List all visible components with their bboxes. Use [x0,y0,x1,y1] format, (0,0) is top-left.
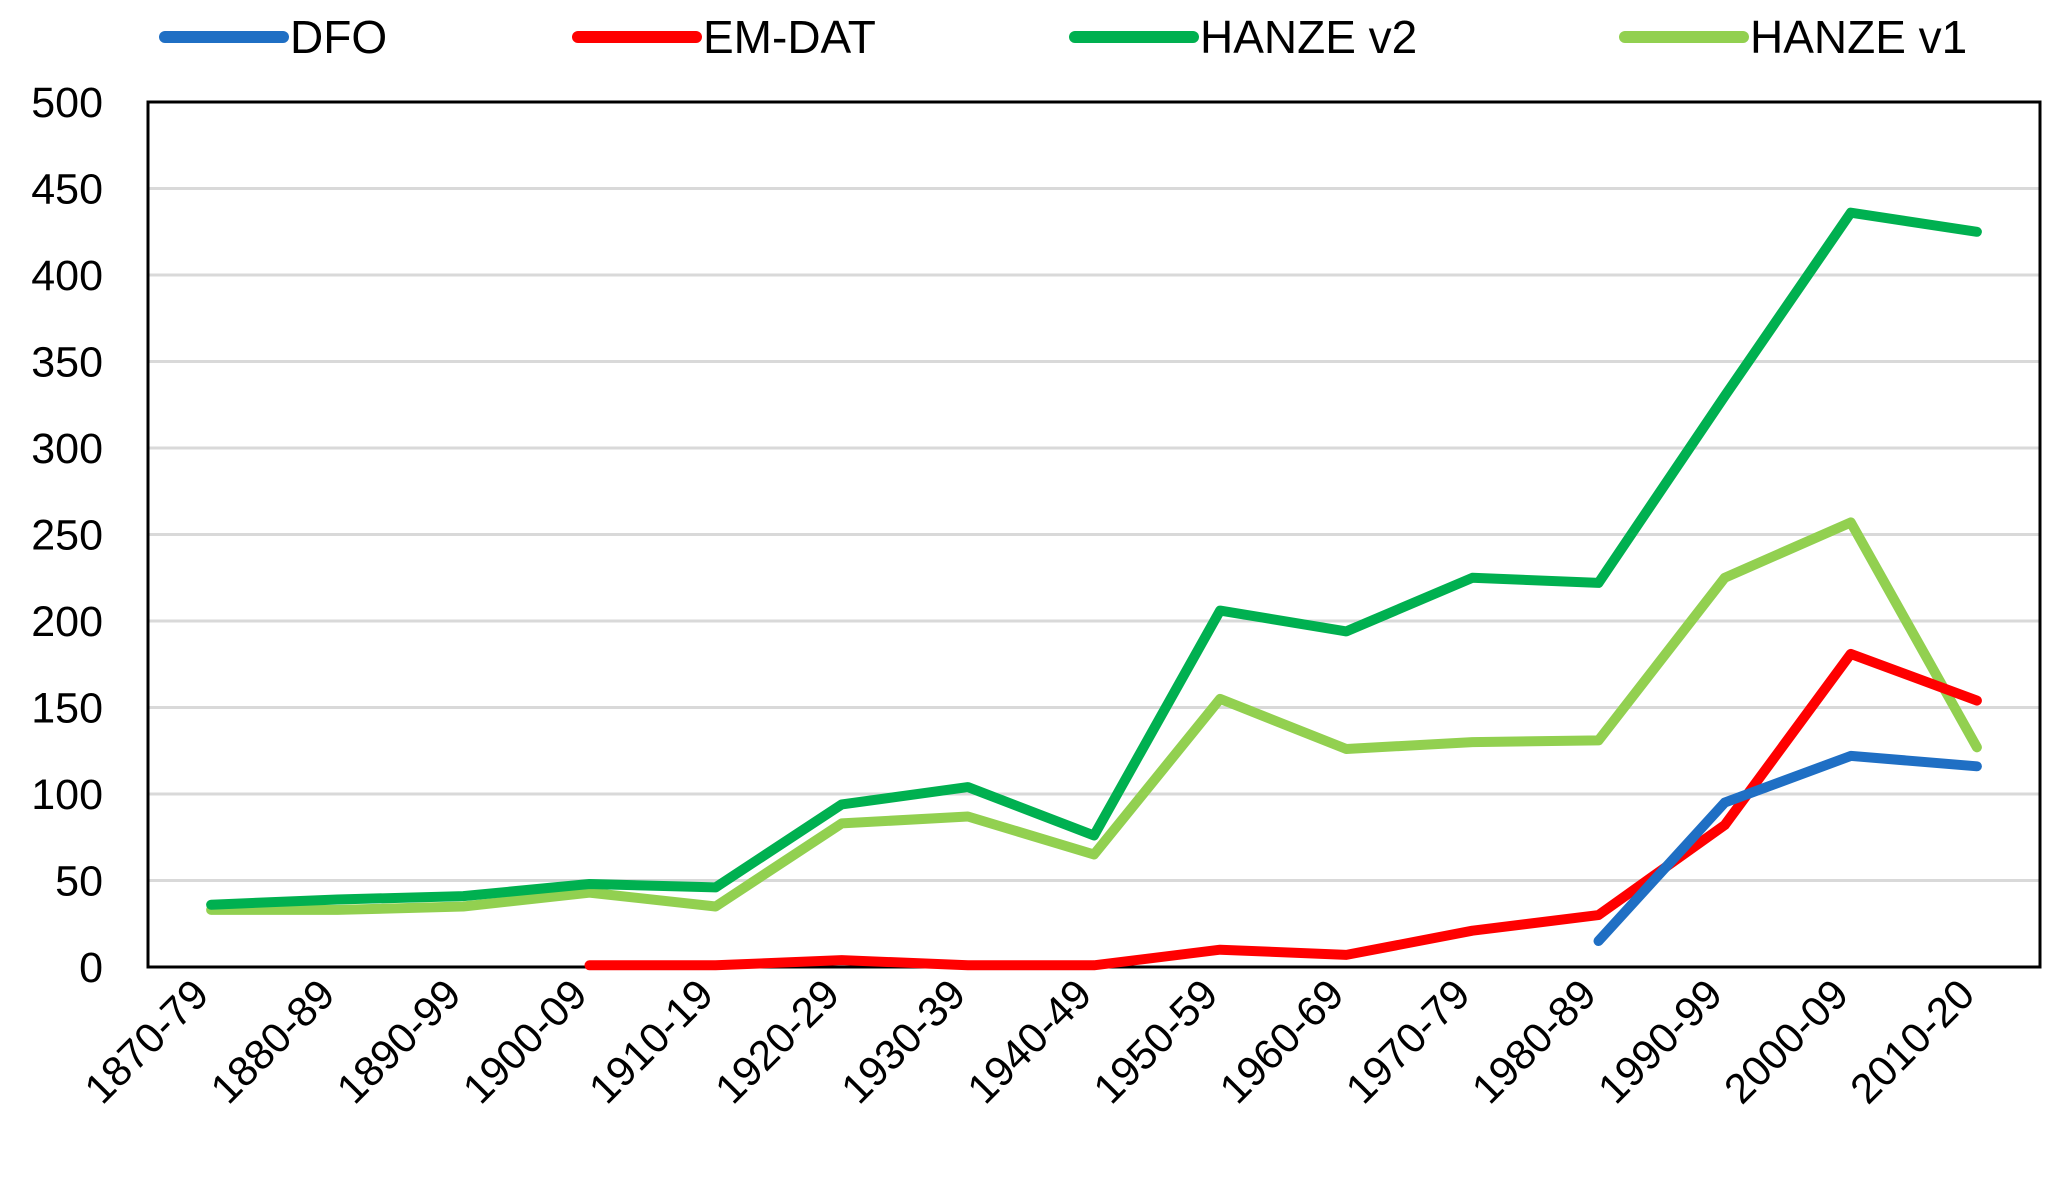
x-tick-label: 2010-20 [1841,970,1983,1112]
legend-label: EM-DAT [703,11,876,63]
series-line-em-dat [584,648,1982,971]
x-tick-label: 1940-49 [958,970,1100,1112]
x-tick-label: 1920-29 [706,970,848,1112]
x-tick-label: 1880-89 [201,970,343,1112]
series-lines [206,207,1982,971]
y-tick-label: 250 [31,512,103,560]
x-tick-label: 1910-19 [580,970,722,1112]
y-tick-label: 150 [31,685,103,733]
legend-label: DFO [290,11,387,63]
legend-label: HANZE v2 [1200,11,1417,63]
gridlines [148,187,2040,882]
series-line-hanze-v1 [206,517,1982,915]
y-tick-label: 500 [31,79,103,127]
series-line-dfo [1593,750,1982,946]
x-tick-label: 1900-09 [454,970,596,1112]
y-tick-label: 400 [31,252,103,300]
y-axis-ticks: 0 50 100 150 200 250 300 350 400 450 500 [31,79,103,992]
y-tick-label: 300 [31,425,103,473]
series-line-hanze-v2 [206,207,1982,910]
y-tick-label: 0 [79,944,103,992]
y-tick-label: 350 [31,339,103,387]
x-tick-label: 1990-99 [1589,970,1731,1112]
x-axis-ticks: 1870-791880-891890-991900-091910-191920-… [75,970,1983,1112]
x-tick-label: 1890-99 [327,970,469,1112]
x-tick-label: 1970-79 [1337,970,1479,1112]
x-tick-label: 1960-69 [1210,970,1352,1112]
x-tick-label: 1950-59 [1084,970,1226,1112]
y-tick-label: 50 [55,858,103,906]
legend-label: HANZE v1 [1750,11,1967,63]
y-tick-label: 450 [31,166,103,214]
y-tick-label: 100 [31,771,103,819]
x-tick-label: 1930-39 [832,970,974,1112]
y-tick-label: 200 [31,598,103,646]
x-tick-label: 2000-09 [1715,970,1857,1112]
legend: DFO EM-DAT HANZE v2 HANZE v1 [159,11,1967,63]
x-tick-label: 1980-89 [1463,970,1605,1112]
